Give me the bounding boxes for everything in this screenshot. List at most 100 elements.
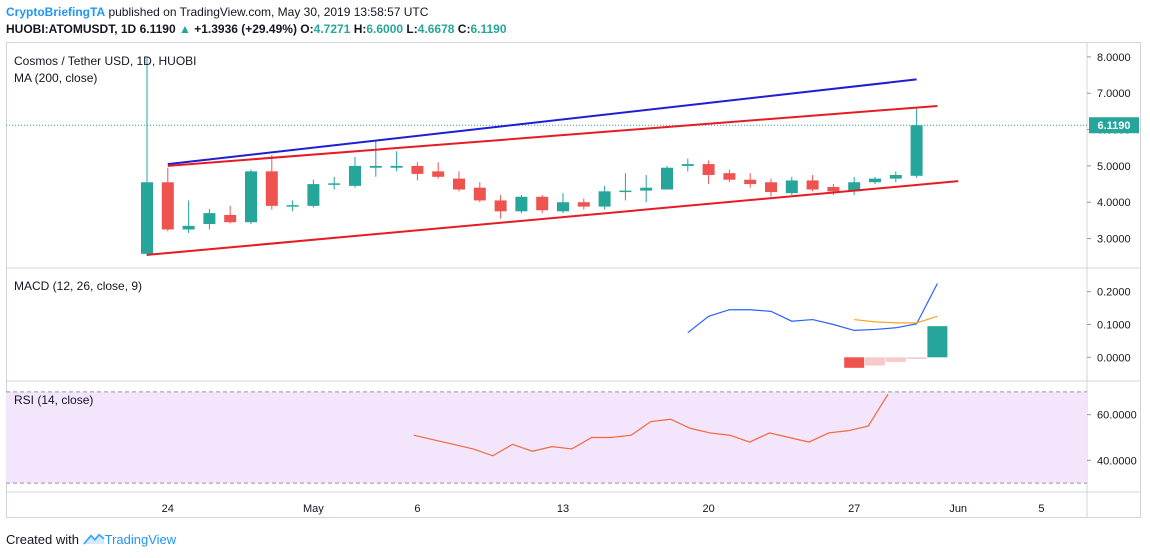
candle-body: [494, 200, 507, 212]
candle-body: [577, 202, 590, 207]
candle-body: [723, 173, 736, 180]
open-label: O:: [300, 22, 314, 36]
macd-tick-label: 0.2000: [1097, 287, 1131, 299]
low-value: 4.6678: [417, 22, 455, 36]
candle-body: [369, 165, 382, 168]
macd-histogram-bar: [927, 326, 948, 358]
candle-body: [515, 196, 528, 212]
candle-body: [744, 179, 757, 185]
author-link[interactable]: CryptoBriefingTA: [6, 5, 106, 19]
rsi-pane-title: RSI (14, close): [14, 393, 93, 407]
candle-body: [161, 182, 174, 230]
publish-line: CryptoBriefingTA published on TradingVie…: [6, 5, 428, 19]
candle-body: [473, 187, 486, 201]
price-badge: [1089, 117, 1139, 134]
rsi-line: [413, 393, 889, 457]
candle-body: [307, 184, 320, 206]
rsi-band: [6, 391, 1087, 484]
candle-body: [453, 178, 465, 190]
candle-body: [848, 182, 861, 192]
footer-brand-link[interactable]: TradingView: [104, 532, 177, 547]
price-change: +1.3936 (+29.49%): [194, 22, 297, 36]
candle-body: [203, 213, 216, 225]
tradingview-logo-icon: [82, 532, 105, 547]
time-tick-label: May: [303, 503, 324, 515]
candle-body: [411, 165, 424, 174]
candle-body: [785, 180, 798, 194]
time-tick-label: 20: [702, 503, 714, 515]
price-tick-label: 4.0000: [1097, 197, 1131, 209]
time-tick-label: 6: [414, 503, 420, 515]
close-label: C:: [457, 22, 471, 36]
time-tick-label: Jun: [949, 503, 967, 515]
time-tick-label: 27: [848, 503, 860, 515]
macd-signal-line: [854, 315, 938, 324]
trendline-upper-red[interactable]: [167, 104, 938, 167]
trendlines-group: [146, 78, 959, 256]
candle-body: [910, 125, 923, 176]
candle-body: [619, 190, 632, 193]
candle-body: [265, 171, 278, 206]
macd-line: [687, 283, 938, 334]
candle-body: [432, 171, 445, 177]
candle-body: [349, 165, 361, 186]
low-label: L:: [406, 22, 418, 36]
candle-body: [827, 186, 840, 192]
publish-info: published on TradingView.com, May 30, 20…: [108, 5, 429, 19]
footer-created: Created with: [6, 532, 79, 547]
price-tick-label: 8.0000: [1097, 52, 1131, 64]
candle-body: [245, 171, 257, 223]
candle-body: [286, 205, 299, 207]
time-tick-label: 24: [162, 503, 174, 515]
price-tick-label: 5.0000: [1097, 161, 1131, 173]
footer: Created with TradingView: [6, 532, 176, 547]
price-tick-label: 7.0000: [1097, 88, 1131, 100]
high-value: 6.6000: [366, 22, 404, 36]
candle-body: [141, 182, 153, 254]
candle-body: [328, 183, 341, 185]
macd-histogram-bar: [906, 357, 927, 359]
macd-histogram-bar: [844, 357, 865, 368]
macd-tick-label: 0.1000: [1097, 320, 1131, 332]
trendline-lower-red[interactable]: [146, 180, 959, 256]
time-axis-ticks: 24 May 6 13 20 27 Jun 5: [162, 503, 1045, 515]
ma-legend: MA (200, close): [14, 71, 97, 85]
candle-body: [661, 167, 673, 190]
price-axis-ticks: 3.00004.00005.00006.00007.00008.00000.00…: [1087, 52, 1137, 467]
rsi-tick-label: 60.0000: [1097, 410, 1137, 422]
up-arrow-icon: ▲: [178, 22, 191, 36]
candle-body: [557, 202, 569, 212]
high-label: H:: [353, 22, 367, 36]
open-value: 4.7271: [313, 22, 351, 36]
candle-body: [640, 187, 653, 191]
macd-group: [687, 283, 948, 368]
last-price: 6.1190: [139, 22, 176, 36]
time-tick-label: 5: [1038, 503, 1044, 515]
trendline-upper-blue[interactable]: [167, 78, 917, 166]
rsi-group: [413, 393, 889, 457]
candle-body: [224, 214, 237, 223]
candle-body: [806, 180, 819, 190]
candle-body: [889, 174, 902, 179]
symbol-label: HUOBI:ATOMUSDT, 1D: [6, 22, 137, 36]
close-value: 6.1190: [470, 22, 507, 36]
macd-histogram-bar: [885, 357, 906, 362]
price-badge-text: 6.1190: [1097, 120, 1130, 132]
candle-body: [390, 165, 403, 168]
price-tick-label: 3.0000: [1097, 234, 1131, 246]
candle-body: [182, 225, 195, 230]
macd-tick-label: 0.0000: [1097, 352, 1131, 364]
macd-pane-title: MACD (12, 26, close, 9): [14, 279, 142, 293]
time-tick-label: 13: [557, 503, 569, 515]
symbol-line: HUOBI:ATOMUSDT, 1D 6.1190 ▲ +1.3936 (+29…: [6, 22, 507, 36]
candle-body: [536, 196, 549, 211]
candle-body: [598, 191, 611, 207]
candle-body: [702, 164, 715, 175]
price-pane-title: Cosmos / Tether USD, 1D, HUOBI: [14, 54, 197, 68]
candle-body: [681, 164, 694, 166]
candles-group: [141, 56, 923, 257]
macd-histogram-bar: [865, 357, 885, 366]
candle-body: [869, 178, 881, 183]
rsi-tick-label: 40.0000: [1097, 455, 1137, 467]
